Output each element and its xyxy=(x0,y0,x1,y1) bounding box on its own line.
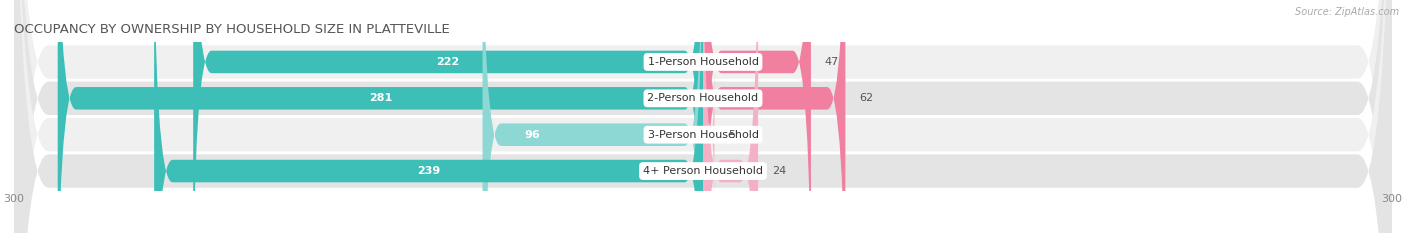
FancyBboxPatch shape xyxy=(703,0,758,233)
Text: 24: 24 xyxy=(772,166,786,176)
FancyBboxPatch shape xyxy=(703,55,714,214)
FancyBboxPatch shape xyxy=(703,0,811,233)
FancyBboxPatch shape xyxy=(155,0,703,233)
FancyBboxPatch shape xyxy=(482,0,703,233)
Text: 96: 96 xyxy=(524,130,540,140)
Text: 1-Person Household: 1-Person Household xyxy=(648,57,758,67)
FancyBboxPatch shape xyxy=(14,0,1392,233)
FancyBboxPatch shape xyxy=(193,0,703,233)
Text: 47: 47 xyxy=(825,57,839,67)
Text: 222: 222 xyxy=(436,57,460,67)
Text: 62: 62 xyxy=(859,93,873,103)
Text: OCCUPANCY BY OWNERSHIP BY HOUSEHOLD SIZE IN PLATTEVILLE: OCCUPANCY BY OWNERSHIP BY HOUSEHOLD SIZE… xyxy=(14,24,450,37)
FancyBboxPatch shape xyxy=(14,0,1392,233)
Text: 281: 281 xyxy=(368,93,392,103)
FancyBboxPatch shape xyxy=(14,0,1392,233)
Text: 2-Person Household: 2-Person Household xyxy=(647,93,759,103)
Text: 239: 239 xyxy=(418,166,440,176)
Text: 4+ Person Household: 4+ Person Household xyxy=(643,166,763,176)
Text: 3-Person Household: 3-Person Household xyxy=(648,130,758,140)
Text: 5: 5 xyxy=(728,130,735,140)
FancyBboxPatch shape xyxy=(703,0,845,233)
FancyBboxPatch shape xyxy=(58,0,703,233)
FancyBboxPatch shape xyxy=(14,0,1392,233)
Text: Source: ZipAtlas.com: Source: ZipAtlas.com xyxy=(1295,7,1399,17)
